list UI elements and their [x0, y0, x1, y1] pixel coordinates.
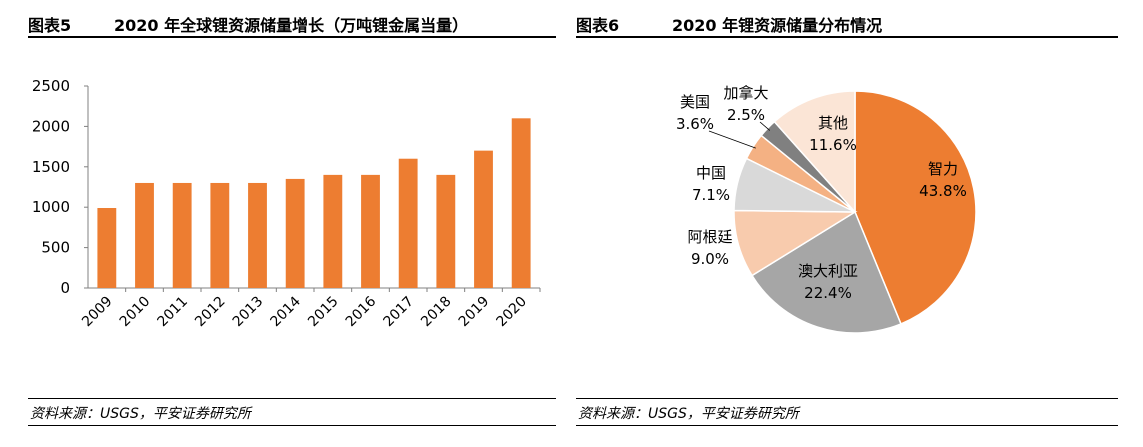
y-tick-label: 2500 — [32, 77, 70, 95]
figure-title-bar: 图表5 2020 年全球锂资源储量增长（万吨锂金属当量） — [28, 10, 556, 38]
slice-percent-label: 2.5% — [727, 106, 765, 124]
bar-chart-panel: 图表5 2020 年全球锂资源储量增长（万吨锂金属当量） 0 500 1000 150… — [28, 0, 556, 447]
bar — [248, 182, 267, 288]
figure-title-bar: 图表6 2020 年锂资源储量分布情况 — [576, 10, 1118, 38]
bar — [210, 182, 230, 288]
x-tick-label: 2013 — [230, 294, 267, 331]
bar — [172, 182, 192, 288]
bar — [135, 182, 154, 288]
bar — [398, 158, 418, 288]
slice-percent-label: 22.4% — [804, 284, 852, 302]
bar — [285, 178, 305, 288]
x-tick-label: 2017 — [380, 294, 417, 331]
slice-name-label: 其他 — [818, 114, 848, 132]
pie-chart-panel: 图表6 2020 年锂资源储量分布情况 智力 43.8% 澳大利亚 22.4% 阿根廷 9… — [576, 0, 1118, 447]
slice-name-label: 美国 — [680, 93, 710, 111]
x-tick-label: 2020 — [493, 294, 530, 331]
bar-chart: 0 500 1000 1500 2000 2500 2009 2010 2011 2012 2013… — [32, 77, 541, 331]
figure-title: 2020 年全球锂资源储量增长（万吨锂金属当量） — [114, 16, 469, 35]
slice-name-label: 智力 — [928, 160, 958, 178]
slice-percent-label: 3.6% — [676, 115, 714, 133]
y-tick-label: 0 — [60, 279, 70, 297]
figure-title: 2020 年锂资源储量分布情况 — [672, 16, 883, 35]
slice-percent-label: 43.8% — [919, 182, 967, 200]
x-tick-label: 2019 — [456, 294, 493, 331]
x-tick-label: 2012 — [192, 294, 229, 331]
source-note: 资料来源：USGS，平安证券研究所 — [30, 406, 251, 422]
leader-line — [759, 121, 771, 131]
source-note-bar: 资料来源：USGS，平安证券研究所 — [28, 398, 556, 426]
leader-line — [708, 130, 756, 149]
y-tick-label: 2000 — [32, 117, 70, 135]
pie-slice — [773, 90, 856, 214]
x-tick-label: 2015 — [305, 294, 342, 331]
x-tick-label: 2018 — [418, 294, 455, 331]
figure-number: 图表6 — [576, 16, 620, 35]
x-tick-label: 2009 — [79, 294, 116, 331]
bar — [323, 174, 343, 288]
slice-name-label: 加拿大 — [723, 84, 768, 102]
slice-percent-label: 9.0% — [691, 250, 729, 268]
slice-percent-label: 7.1% — [692, 186, 730, 204]
slice-name-label: 中国 — [696, 164, 726, 182]
pie-chart: 智力 43.8% 澳大利亚 22.4% 阿根廷 9.0% 中国 7.1% 美国 3.6% 加拿大 2.… — [676, 84, 977, 334]
bar — [361, 174, 380, 288]
y-tick-label: 500 — [41, 239, 70, 257]
bar — [474, 150, 493, 288]
y-tick-label: 1500 — [32, 158, 70, 176]
x-tick-label: 2010 — [117, 294, 154, 331]
slice-name-label: 澳大利亚 — [798, 262, 858, 280]
x-tick-label: 2014 — [267, 293, 304, 330]
x-tick-label: 2011 — [154, 294, 191, 331]
pie-slice — [854, 90, 977, 325]
slice-percent-label: 11.6% — [809, 136, 857, 154]
x-tick-label: 2016 — [343, 293, 380, 330]
slice-name-label: 阿根廷 — [687, 228, 732, 246]
y-tick-label: 1000 — [32, 198, 70, 216]
source-note: 资料来源：USGS，平安证券研究所 — [578, 406, 799, 422]
bar — [511, 118, 531, 288]
bar — [436, 174, 456, 288]
source-note-bar: 资料来源：USGS，平安证券研究所 — [576, 398, 1118, 426]
figure-number: 图表5 — [28, 16, 72, 35]
bar — [97, 208, 117, 288]
pie-slice — [750, 210, 902, 334]
